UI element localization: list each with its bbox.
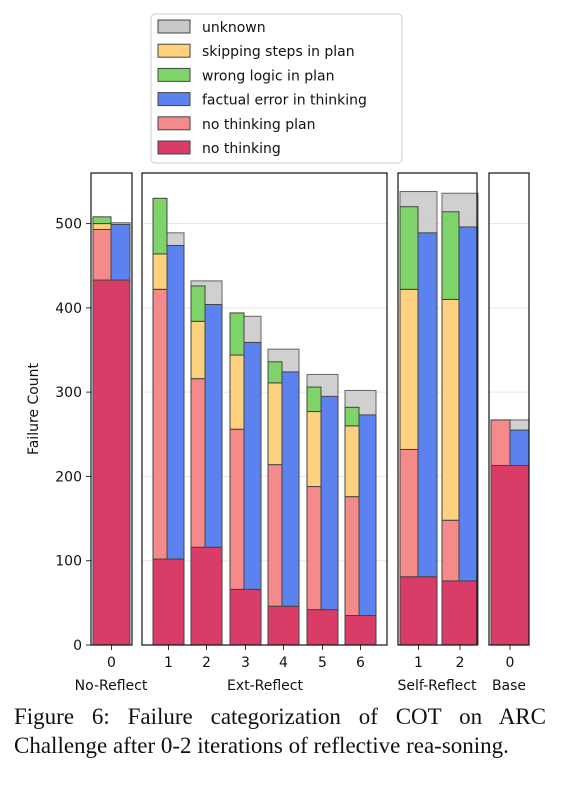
bar-noplan [229, 428, 245, 590]
bar-skip [267, 382, 283, 466]
legend-swatch [157, 67, 191, 82]
bar-noplan [490, 419, 511, 466]
legend-swatch [157, 140, 191, 155]
bar-fact [110, 223, 131, 281]
bar-noplan [344, 496, 360, 616]
x-tick-label: 0 [506, 655, 515, 671]
bar-fact [458, 226, 479, 582]
bar-noplan [92, 228, 112, 281]
bar-noth [399, 576, 438, 646]
legend-label: wrong logic in plan [202, 68, 335, 84]
x-tick-label: 2 [456, 655, 465, 671]
x-tick-label: 5 [318, 655, 327, 671]
x-tick-label: 3 [241, 655, 250, 671]
bar-skip [306, 411, 322, 488]
x-tick-label: 1 [164, 655, 173, 671]
bar-skip [441, 298, 460, 521]
bar-noplan [399, 448, 419, 578]
legend-label: no thinking plan [202, 117, 315, 133]
bar-noth [490, 464, 530, 646]
bar-wrong [92, 216, 112, 225]
bar-skip [229, 354, 245, 430]
bar-noth [92, 279, 131, 646]
y-tick-label: 400 [55, 301, 82, 317]
bar-fact [509, 429, 530, 466]
bar-noth [344, 615, 377, 646]
y-tick-label: 500 [55, 217, 82, 233]
bar-noth [190, 546, 223, 646]
bar-skip [190, 320, 206, 380]
legend-label: no thinking [202, 141, 281, 157]
panel-frame [488, 172, 530, 646]
y-axis-label: Failure Count [26, 362, 42, 455]
group-label: Base [492, 678, 526, 694]
bar-fact [358, 414, 377, 616]
bar-noplan [190, 378, 206, 548]
bar-wrong [190, 285, 206, 322]
group-label: Ext-Reflect [227, 678, 304, 694]
bar-wrong [306, 386, 322, 413]
panel-frame [141, 172, 388, 646]
bar-skip [92, 223, 112, 230]
bar-skip [344, 425, 360, 498]
bar-wrong [399, 206, 419, 290]
y-tick-label: 300 [55, 385, 82, 401]
figure-caption: Figure 6: Failure categorization of COT … [14, 704, 546, 758]
x-tick-label: 0 [107, 655, 116, 671]
x-tick-label: 6 [356, 655, 365, 671]
bar-fact [417, 232, 438, 578]
bar-fact [204, 303, 223, 548]
bar-wrong [441, 211, 460, 300]
bar-fact [166, 244, 185, 560]
bar-noth [267, 605, 300, 646]
bar-noplan [441, 519, 460, 582]
bar-noth [306, 609, 339, 646]
legend-box [150, 13, 403, 164]
bar-fact [320, 395, 339, 611]
bar-wrong [229, 312, 245, 356]
x-tick-label: 4 [279, 655, 288, 671]
y-tick-label: 100 [55, 554, 82, 570]
failure-chart: Failure Count 0 100 200 300 400 500 0 No-Reflect… [26, 13, 530, 694]
legend-label: unknown [202, 20, 266, 36]
x-tick-label: 2 [202, 655, 211, 671]
y-tick-label: 200 [55, 469, 82, 485]
y-tick-label: 0 [73, 638, 82, 654]
x-tick-label: 1 [414, 655, 423, 671]
bar-fact [243, 341, 262, 590]
group-label: No-Reflect [75, 678, 148, 694]
panel-frame [90, 172, 133, 646]
bar-noplan [306, 486, 322, 611]
legend-swatch [157, 116, 191, 131]
legend-label: skipping steps in plan [202, 44, 355, 60]
legend-swatch [157, 19, 191, 34]
bar-noth [441, 580, 479, 646]
legend-swatch [157, 43, 191, 58]
bar-noth [152, 558, 185, 646]
panel-frame [397, 172, 478, 646]
bar-noplan [152, 288, 168, 560]
legend-swatch [157, 92, 191, 107]
bar-wrong [344, 406, 360, 427]
bar-noth [229, 588, 262, 646]
bar-skip [399, 288, 419, 450]
bar-wrong [267, 361, 283, 384]
group-label: Self-Reflect [398, 678, 477, 694]
bar-noplan [267, 464, 283, 607]
bar-fact [281, 371, 300, 607]
legend-label: factual error in thinking [202, 93, 367, 109]
bar-wrong [152, 197, 168, 255]
bar-skip [152, 253, 168, 290]
